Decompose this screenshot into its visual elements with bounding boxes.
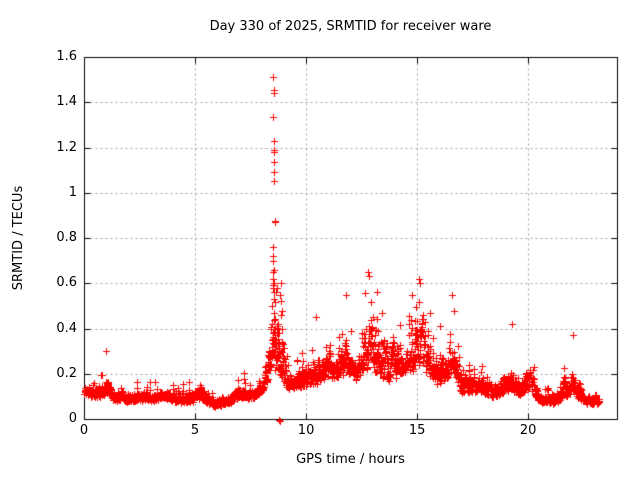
x-tick-label: 5 [190,423,200,438]
x-tick-label: 10 [297,423,315,438]
y-tick-label: 0.4 [56,320,77,336]
x-tick-label: 20 [519,423,537,438]
y-tick-label: 0.6 [56,275,77,291]
y-tick-label: 1.2 [56,139,77,155]
y-tick-label: 1 [68,184,77,200]
y-tick-label: 0 [68,411,77,426]
x-tick-label: 0 [79,423,89,438]
y-tick-label: 0.8 [56,230,77,245]
y-tick-label: 0.2 [56,365,77,381]
chart-title: Day 330 of 2025, SRMTID for receiver war… [209,19,492,34]
x-axis-label: GPS time / hours [296,452,405,467]
y-tick-label: 1.6 [56,49,77,64]
y-tick-label: 1.4 [56,94,77,110]
x-tick-label: 15 [408,423,426,438]
